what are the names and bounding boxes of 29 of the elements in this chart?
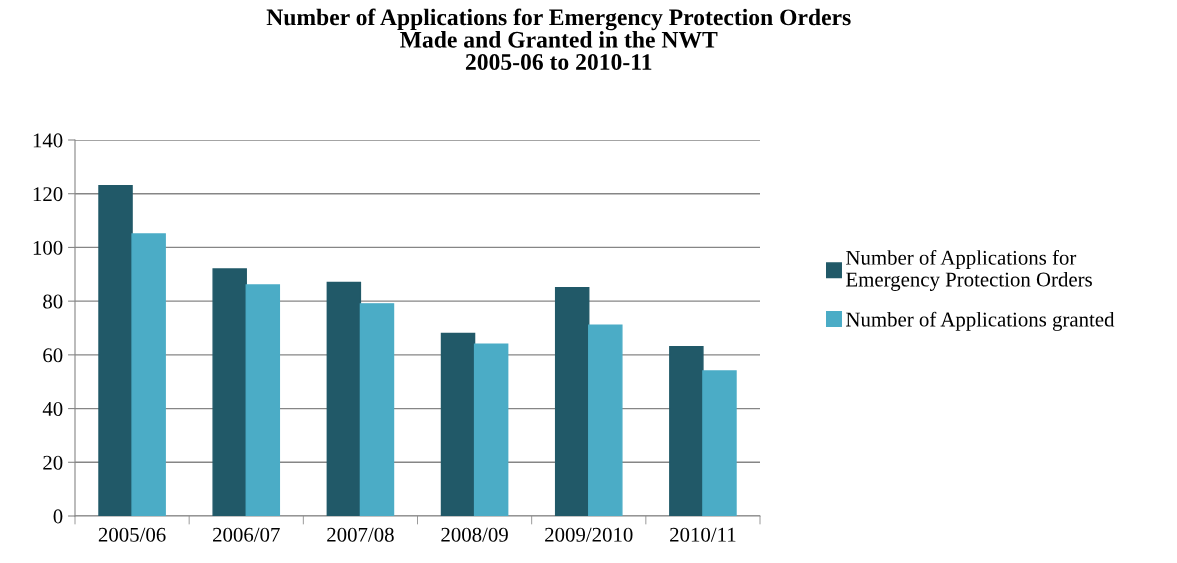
bar <box>98 184 133 516</box>
bar <box>702 370 737 516</box>
y-tick-label: 60 <box>43 348 63 363</box>
x-tick-label: 2008/09 <box>441 527 508 542</box>
bar <box>669 346 704 516</box>
y-tick-label: 100 <box>33 240 63 255</box>
bar <box>359 303 395 516</box>
x-tick-label: 2010/11 <box>670 527 736 542</box>
y-tick-label: 120 <box>33 187 63 202</box>
y-tick-label: 40 <box>42 401 63 416</box>
bar <box>245 284 281 516</box>
y-tick-label: 20 <box>43 455 63 470</box>
legend-label: Number of Applications for Emergency Protection Orders <box>846 249 1092 291</box>
y-tick-label: 140 <box>33 133 63 148</box>
bar <box>131 233 166 516</box>
x-tick-label: 2007/08 <box>327 527 394 542</box>
x-tick-label: 2009/2010 <box>545 527 633 542</box>
y-tick-label: 0 <box>53 509 63 524</box>
bar <box>473 343 509 516</box>
x-tick-label: 2005/06 <box>98 527 166 542</box>
chart-title: Number of Applications for Emergency Protection Orders Made and Granted in the NWT 2005-06 to 2010-11 <box>266 8 851 70</box>
bar <box>326 281 362 516</box>
y-tick-label: 80 <box>43 294 63 309</box>
legend-label: Number of Applications granted <box>846 311 1115 331</box>
x-tick-label: 2006/07 <box>213 527 280 542</box>
bar <box>212 268 247 516</box>
bar <box>588 324 623 516</box>
bar <box>554 287 590 516</box>
bar <box>440 332 476 516</box>
